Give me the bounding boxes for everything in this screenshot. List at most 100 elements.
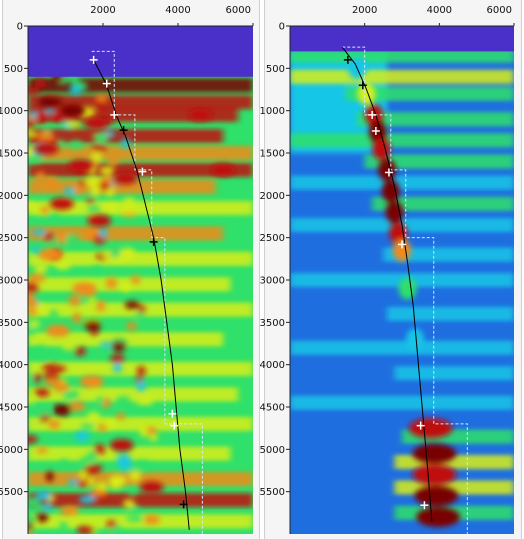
left-texture-spot-111 bbox=[95, 300, 106, 312]
left-texture-spot-211 bbox=[112, 362, 123, 374]
right-band-2 bbox=[346, 86, 514, 101]
left-texture-spot-164 bbox=[134, 460, 151, 471]
left-texture-spot-10 bbox=[105, 420, 115, 428]
left-texture-spot-199 bbox=[90, 184, 102, 197]
left-texture-spot-91 bbox=[37, 114, 46, 125]
right-y-tick-label-3: 1500 bbox=[260, 149, 285, 160]
right-band-12 bbox=[290, 340, 514, 355]
left-texture-spot-202 bbox=[28, 156, 42, 164]
left-no-data-band bbox=[28, 26, 253, 77]
left-texture-spot-97 bbox=[34, 78, 46, 88]
left-pick-2 bbox=[110, 110, 119, 119]
left-texture-spot-137 bbox=[108, 155, 120, 166]
left-texture-spot-152 bbox=[49, 309, 59, 321]
left-texture-spot-185 bbox=[28, 282, 39, 294]
left-hotspot-7 bbox=[87, 214, 112, 227]
left-hotspot-6 bbox=[49, 197, 74, 210]
left-texture-spot-191 bbox=[87, 450, 97, 463]
left-band-1 bbox=[28, 95, 253, 110]
left-band-18 bbox=[28, 493, 253, 508]
right-pick-5 bbox=[398, 240, 406, 249]
left-hotspot-10 bbox=[46, 324, 70, 337]
left-texture bbox=[28, 72, 161, 534]
right-ridge-spot-14 bbox=[412, 464, 457, 485]
left-pick-3 bbox=[119, 126, 128, 135]
left-pick-6 bbox=[168, 409, 177, 418]
left-texture-spot-215 bbox=[83, 320, 102, 331]
left-texture-spot-133 bbox=[85, 228, 97, 240]
left-texture-spot-83 bbox=[74, 430, 90, 442]
left-texture-spot-150 bbox=[35, 490, 51, 501]
left-hotspot-0 bbox=[38, 96, 63, 109]
left-texture-spot-209 bbox=[126, 321, 137, 331]
left-texture-spot-104 bbox=[116, 453, 132, 464]
right-band-5 bbox=[364, 154, 514, 169]
left-texture-spot-144 bbox=[87, 204, 101, 214]
left-texture-spot-148 bbox=[123, 197, 136, 205]
left-texture-spot-154 bbox=[28, 513, 36, 523]
right-no-data-band bbox=[290, 26, 514, 52]
left-texture-spot-174 bbox=[28, 119, 35, 130]
right-ridge-spot-11 bbox=[406, 328, 425, 351]
left-texture-spot-156 bbox=[136, 366, 146, 376]
left-hotspot-3 bbox=[34, 142, 59, 155]
left-texture-spot-173 bbox=[28, 87, 40, 95]
left-hotspot-4 bbox=[68, 159, 93, 172]
left-y-tick-label-0: 0 bbox=[17, 22, 23, 33]
left-texture-spot-141 bbox=[28, 496, 41, 509]
left-texture-spot-135 bbox=[115, 395, 131, 406]
left-texture-spot-84 bbox=[126, 514, 144, 523]
left-texture-spot-112 bbox=[74, 186, 83, 194]
left-texture-spot-204 bbox=[38, 131, 55, 144]
right-x-tick-label-0: 2000 bbox=[352, 5, 377, 16]
left-plot-area bbox=[28, 26, 253, 534]
left-texture-spot-217 bbox=[36, 446, 48, 454]
left-texture-spot-151 bbox=[108, 475, 125, 487]
left-texture-spot-60 bbox=[67, 479, 79, 487]
right-band-9 bbox=[383, 247, 514, 262]
left-texture-spot-128 bbox=[33, 263, 48, 274]
right-ridge-spot-16 bbox=[416, 507, 461, 528]
right-band-6 bbox=[290, 175, 514, 190]
left-y-tick-label-9: 4500 bbox=[0, 403, 23, 414]
left-texture-spot-32 bbox=[72, 312, 82, 324]
left-texture-spot-93 bbox=[28, 529, 35, 534]
left-texture-spot-143 bbox=[121, 207, 137, 214]
left-pick-0 bbox=[89, 55, 98, 64]
left-texture-spot-218 bbox=[79, 470, 88, 482]
left-texture-spot-198 bbox=[111, 340, 127, 352]
left-hotspot-1 bbox=[61, 104, 85, 117]
right-pick-1 bbox=[358, 81, 367, 90]
left-texture-spot-184 bbox=[35, 511, 49, 523]
left-texture-spot-171 bbox=[90, 488, 107, 496]
left-hotspot-12 bbox=[109, 439, 134, 452]
left-texture-spot-206 bbox=[135, 398, 149, 405]
right-pick-7 bbox=[420, 501, 429, 510]
left-texture-spot-64 bbox=[99, 341, 113, 349]
left-texture-spot-127 bbox=[121, 137, 131, 149]
right-plot-area bbox=[290, 26, 514, 534]
right-band-4 bbox=[290, 133, 514, 148]
left-band-7 bbox=[28, 201, 253, 216]
left-texture-spot-177 bbox=[115, 412, 126, 420]
left-texture-spot-188 bbox=[33, 405, 50, 417]
right-ridge-spot-5 bbox=[378, 158, 397, 181]
right-pick-4 bbox=[384, 168, 393, 177]
left-x-tick-label-2: 6000 bbox=[226, 5, 251, 16]
right-y-tick-label-4: 2000 bbox=[260, 191, 285, 202]
left-texture-spot-195 bbox=[135, 312, 146, 320]
right-ridge-spot-4 bbox=[372, 137, 391, 160]
left-texture-spot-194 bbox=[59, 458, 69, 467]
left-texture-spot-175 bbox=[62, 389, 80, 401]
right-pick-0 bbox=[343, 55, 352, 64]
left-pick-8 bbox=[179, 500, 188, 509]
left-texture-spot-149 bbox=[52, 403, 71, 413]
right-band-3 bbox=[357, 112, 514, 127]
left-texture-spot-208 bbox=[28, 435, 38, 444]
right-band-13 bbox=[394, 366, 514, 381]
left-texture-spot-155 bbox=[68, 140, 84, 150]
left-hotspot-8 bbox=[38, 248, 63, 261]
left-hotspot-9 bbox=[72, 282, 97, 295]
left-texture-spot-153 bbox=[43, 232, 55, 242]
